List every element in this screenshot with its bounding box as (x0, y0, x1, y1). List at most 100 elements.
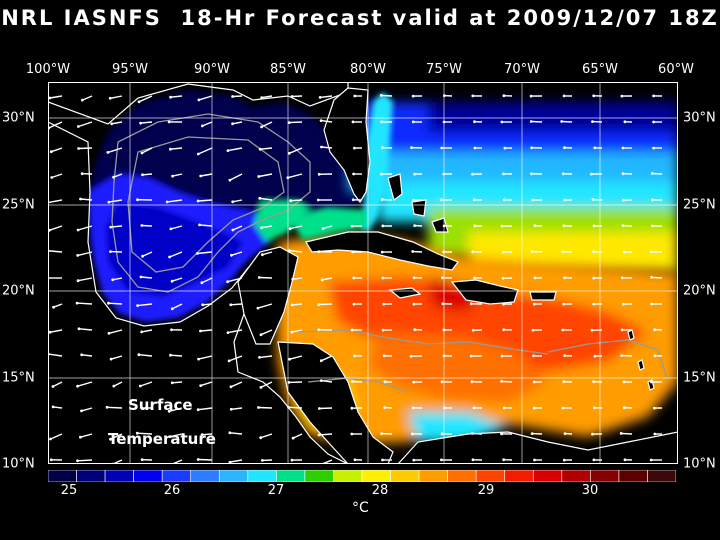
wind-vector-head (319, 379, 323, 382)
lat-lon-grid (48, 82, 678, 464)
wind-vector-head (226, 149, 230, 152)
wind-vector-head (229, 385, 233, 389)
wind-vector-head (411, 120, 415, 124)
wind-vector-head (350, 432, 354, 436)
wind-vector-head (532, 354, 535, 358)
wind-vector-head (136, 304, 139, 307)
wind-vector-head (533, 458, 536, 462)
wind-vector-head (287, 381, 291, 384)
wind-vector (78, 147, 93, 150)
wind-vector (261, 225, 273, 229)
wind-vector (593, 198, 603, 201)
wind-vector-head (257, 406, 260, 409)
annotation-line1: Surface (128, 396, 193, 414)
wind-vector (289, 147, 303, 154)
wind-vector (198, 407, 213, 411)
wind-vector-head (383, 406, 387, 409)
wind-vector (320, 95, 333, 99)
wind-vector-head (440, 432, 444, 436)
wind-vector-head (350, 406, 354, 410)
wind-vector (201, 277, 213, 284)
wind-vector-head (563, 198, 567, 202)
wind-vector-head (198, 223, 202, 227)
wind-vector-head (380, 432, 383, 435)
wind-vector-head (561, 250, 565, 254)
wind-vectors (48, 94, 663, 464)
wind-vector-head (317, 250, 321, 254)
wind-vector (142, 251, 153, 257)
wind-vector-head (77, 147, 80, 150)
wind-vector-head (382, 302, 386, 306)
wind-vector-head (443, 406, 446, 410)
wind-vector-head (561, 172, 565, 176)
lat-label-20n-left: 20°N (2, 283, 35, 299)
wind-vector (531, 120, 543, 123)
scale-swatch (390, 470, 420, 482)
wind-vector (171, 277, 183, 282)
wind-vector-head (109, 357, 113, 361)
lon-label-75w: 75°W (426, 62, 462, 77)
wind-vector (113, 381, 123, 387)
wind-vector-head (140, 406, 144, 410)
wind-vector-head (140, 458, 144, 462)
wind-vector-head (531, 198, 535, 202)
wind-vector (172, 381, 183, 384)
wind-vector-head (441, 302, 445, 306)
wind-vector-head (562, 224, 566, 228)
lat-label-30n-left: 30°N (2, 110, 35, 126)
wind-vector (200, 329, 213, 332)
scale-swatch (333, 470, 363, 482)
wind-vector (138, 95, 153, 103)
wind-vector-head (256, 306, 260, 310)
wind-vector-head (352, 302, 356, 306)
wind-vector-head (80, 353, 84, 357)
wind-vector (230, 303, 243, 306)
wind-vector-head (530, 432, 534, 435)
wind-vector-head (76, 459, 79, 463)
scale-label-26: 26 (163, 483, 181, 498)
wind-vector-head (287, 121, 291, 124)
map-title: NRL IASNFS 18-Hr Forecast valid at 2009/… (1, 6, 719, 30)
wind-vector-head (380, 172, 383, 176)
lon-label-80w: 80°W (350, 62, 386, 77)
loop-current (288, 207, 368, 240)
wind-vector-head (412, 198, 415, 202)
wind-vector-head (75, 301, 79, 305)
wind-vector-head (107, 200, 111, 204)
wind-vector-head (196, 152, 200, 156)
wind-vector (77, 225, 93, 231)
wind-vector-head (621, 172, 625, 176)
wind-vector-head (411, 94, 415, 98)
wind-vector (78, 121, 93, 128)
wind-vector (198, 458, 213, 461)
wind-vector-head (261, 253, 264, 257)
wind-vector (170, 433, 183, 438)
scale-swatch (447, 470, 477, 482)
scale-swatch (161, 470, 192, 482)
wind-vector-head (410, 146, 413, 150)
wind-vector-head (380, 120, 384, 124)
wind-vector-head (318, 407, 321, 410)
wind-vector-head (381, 458, 384, 462)
scale-swatch (418, 470, 448, 482)
lon-label-95w: 95°W (112, 62, 148, 77)
wind-vector-head (652, 120, 655, 124)
lat-label-10n-right: 10°N (683, 456, 716, 472)
wind-vector (113, 173, 123, 178)
wind-vector (170, 354, 183, 357)
wind-vector (50, 433, 63, 440)
wind-vector (352, 380, 363, 383)
wind-vector-head (413, 328, 417, 332)
wind-vector (227, 277, 243, 283)
wind-vector (77, 302, 93, 305)
wind-vector (80, 433, 93, 438)
wind-vector-head (165, 200, 169, 204)
wind-vector-head (259, 436, 263, 440)
wind-vector-head (228, 178, 232, 182)
wind-vector-head (230, 253, 233, 257)
wind-vector-head (77, 327, 81, 331)
wind-vector-head (560, 120, 564, 123)
wind-vector-head (48, 96, 52, 100)
wind-vector-head (500, 354, 504, 358)
wind-vector (198, 95, 213, 101)
